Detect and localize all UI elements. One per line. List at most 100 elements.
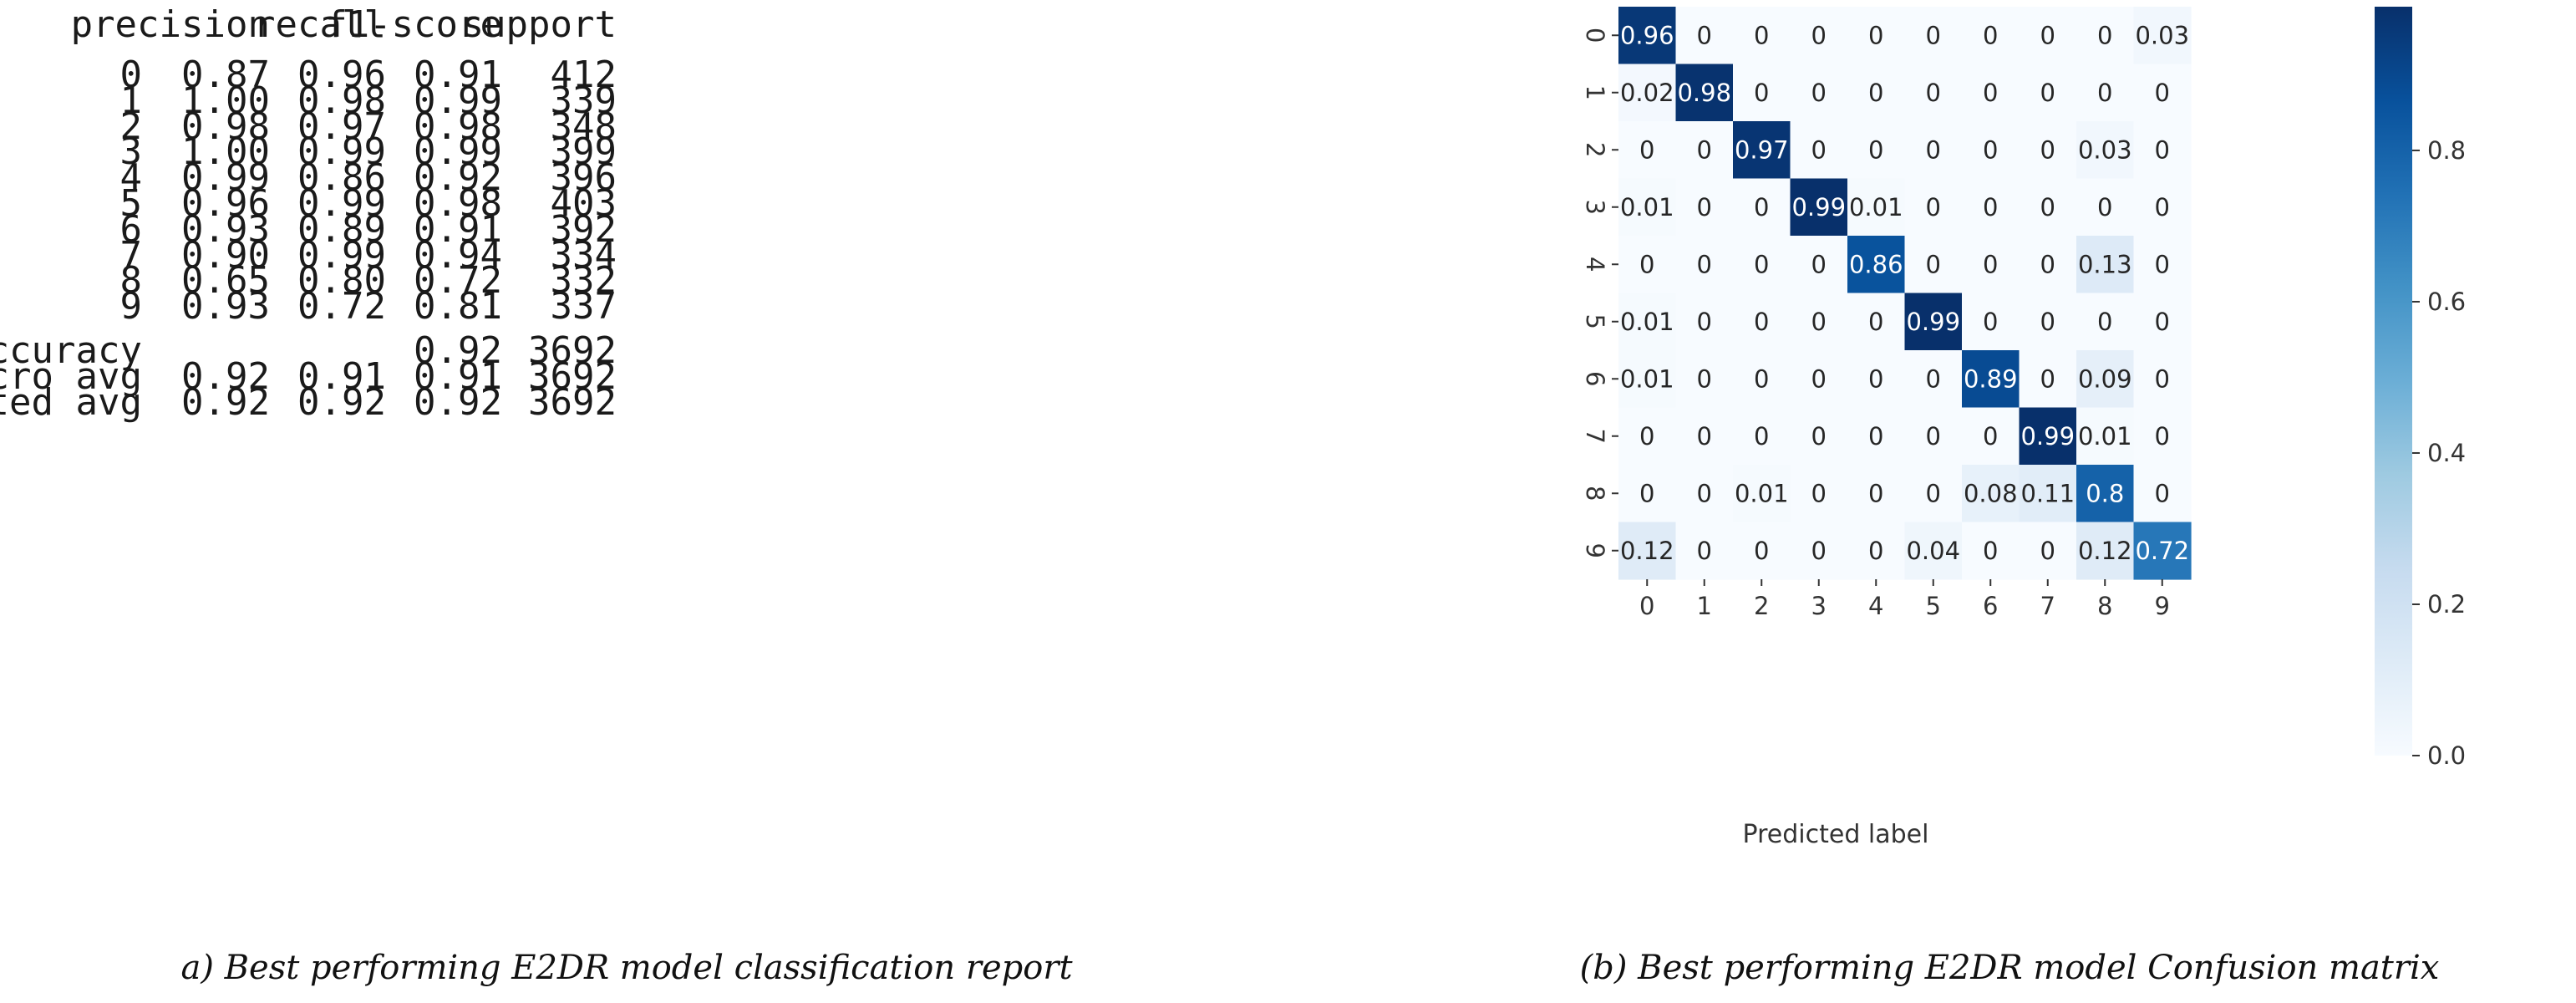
heatmap-value-label: 0 [2040, 21, 2055, 49]
heatmap-cell [1675, 350, 1734, 409]
caption-left: a) Best performing E2DR model classifica… [180, 949, 1073, 987]
report-cell-support: 399 [550, 130, 617, 173]
heatmap-cell [1904, 121, 1963, 180]
report-cell-f1: 0.94 [414, 234, 502, 277]
x-tick-label: 5 [1926, 592, 1941, 620]
heatmap-cell [1962, 350, 2020, 409]
report-cell-recall: 0.99 [297, 182, 386, 225]
heatmap-cell [1733, 7, 1791, 65]
heatmap-value-label: 0 [1868, 422, 1883, 451]
heatmap-cell [1733, 407, 1791, 466]
colorbar-tick-label: 0.0 [2427, 741, 2466, 770]
heatmap-value-label: 0.01 [1849, 193, 1903, 221]
heatmap-value-label: 0 [1926, 79, 1941, 107]
x-axis: 0 1 2 3 4 5 6 7 8 9 [1639, 579, 2170, 620]
heatmap-cell [1962, 7, 2020, 65]
report-cell-support: 332 [550, 259, 617, 302]
x-tick-label: 3 [1811, 592, 1827, 620]
heatmap-value-label: 0 [2040, 364, 2055, 393]
report-summary-f1: 0.91 [414, 355, 502, 398]
heatmap-value-label: 0 [1983, 193, 1998, 221]
heatmap-value-label: 0 [2040, 135, 2055, 164]
heatmap-cell [1904, 350, 1963, 409]
report-cell-recall: 0.99 [297, 234, 386, 277]
heatmap-value-label: 0 [1868, 21, 1883, 49]
heatmap-value-label: 0 [1697, 364, 1712, 393]
heatmap-value-label: 0 [2155, 193, 2170, 221]
y-tick-label: 0 [1581, 28, 1609, 43]
heatmap-cell [1733, 236, 1791, 294]
heatmap-value-label: 0 [1811, 79, 1827, 107]
heatmap-cell [1790, 121, 1848, 180]
heatmap-value-label: 0 [1811, 537, 1827, 565]
heatmap-value-label: 0 [1811, 422, 1827, 451]
heatmap-value-label: 0.03 [2135, 21, 2189, 49]
heatmap-cells [1618, 7, 2192, 580]
heatmap-value-label: 0 [1811, 364, 1827, 393]
report-cell-recall: 0.89 [297, 208, 386, 251]
heatmap-cell [1790, 465, 1848, 523]
heatmap-cell [2076, 350, 2135, 409]
heatmap-value-label: 0 [1639, 250, 1654, 278]
heatmap-cell [1618, 121, 1677, 180]
heatmap-value-label: 0.11 [2020, 479, 2075, 507]
heatmap-value-label: 0 [2155, 308, 2170, 336]
heatmap-value-label: 0 [1811, 479, 1827, 507]
heatmap-cell [1847, 350, 1906, 409]
heatmap-cell [1675, 64, 1734, 122]
heatmap-value-label: 0 [2155, 79, 2170, 107]
x-tick-label: 6 [1983, 592, 1998, 620]
heatmap-cell [2019, 522, 2077, 580]
report-summary-label: weighted avg [0, 381, 142, 424]
report-cell-support: 412 [550, 53, 617, 96]
x-tick-label: 8 [2097, 592, 2112, 620]
x-tick-label: 9 [2155, 592, 2170, 620]
y-tick-label: 4 [1581, 257, 1609, 272]
heatmap-cell [1733, 293, 1791, 351]
report-summary-precision: 0.92 [181, 355, 270, 398]
heatmap-value-label: 0 [1754, 21, 1769, 49]
heatmap-value-label: 0 [2155, 250, 2170, 278]
heatmap-cell [2076, 236, 2135, 294]
heatmap-cell [2019, 293, 2077, 351]
report-summary-support: 3692 [528, 355, 617, 398]
heatmap-cell [2019, 465, 2077, 523]
heatmap-value-label: 0 [2040, 250, 2055, 278]
heatmap-value-label: 0 [2040, 79, 2055, 107]
report-summary-f1: 0.92 [414, 381, 502, 424]
heatmap-cell [1618, 236, 1677, 294]
heatmap-value-label: 0.86 [1849, 250, 1903, 278]
heatmap-value-label: 0.01 [1620, 364, 1674, 393]
report-cell-recall: 0.86 [297, 156, 386, 199]
heatmap-value-label: 0 [1697, 21, 1712, 49]
heatmap-value-label: 0 [1639, 479, 1654, 507]
y-tick-label: 9 [1581, 543, 1609, 558]
report-cell-precision: 0.90 [181, 234, 270, 277]
report-cell-recall: 0.97 [297, 105, 386, 148]
report-cell-f1: 0.98 [414, 105, 502, 148]
heatmap-cell [1675, 121, 1734, 180]
y-tick-label: 8 [1581, 486, 1609, 501]
report-header-recall: recall [253, 3, 386, 46]
report-cell-support: 348 [550, 105, 617, 148]
report-row-label: 3 [119, 130, 143, 173]
heatmap-value-label: 0 [1754, 422, 1769, 451]
heatmap-cell [1904, 7, 1963, 65]
heatmap-value-label: 0.13 [2078, 250, 2132, 278]
heatmap-cell [1962, 465, 2020, 523]
report-row-label: 2 [119, 105, 143, 148]
report-row-label: 0 [119, 53, 143, 96]
report-row-label: 6 [119, 208, 143, 251]
report-cell-precision: 0.93 [181, 208, 270, 251]
heatmap-cell [1904, 522, 1963, 580]
report-cell-precision: 0.99 [181, 156, 270, 199]
report-cell-support: 337 [550, 285, 617, 328]
report-cell-f1: 0.99 [414, 130, 502, 173]
y-tick-label: 3 [1581, 200, 1609, 215]
heatmap-value-label: 0.89 [1964, 364, 2018, 393]
heatmap-cell [1675, 178, 1734, 237]
heatmap-cell [1790, 293, 1848, 351]
x-tick-label: 4 [1868, 592, 1883, 620]
heatmap-value-label: 0 [1983, 537, 1998, 565]
heatmap-cell [1847, 178, 1906, 237]
